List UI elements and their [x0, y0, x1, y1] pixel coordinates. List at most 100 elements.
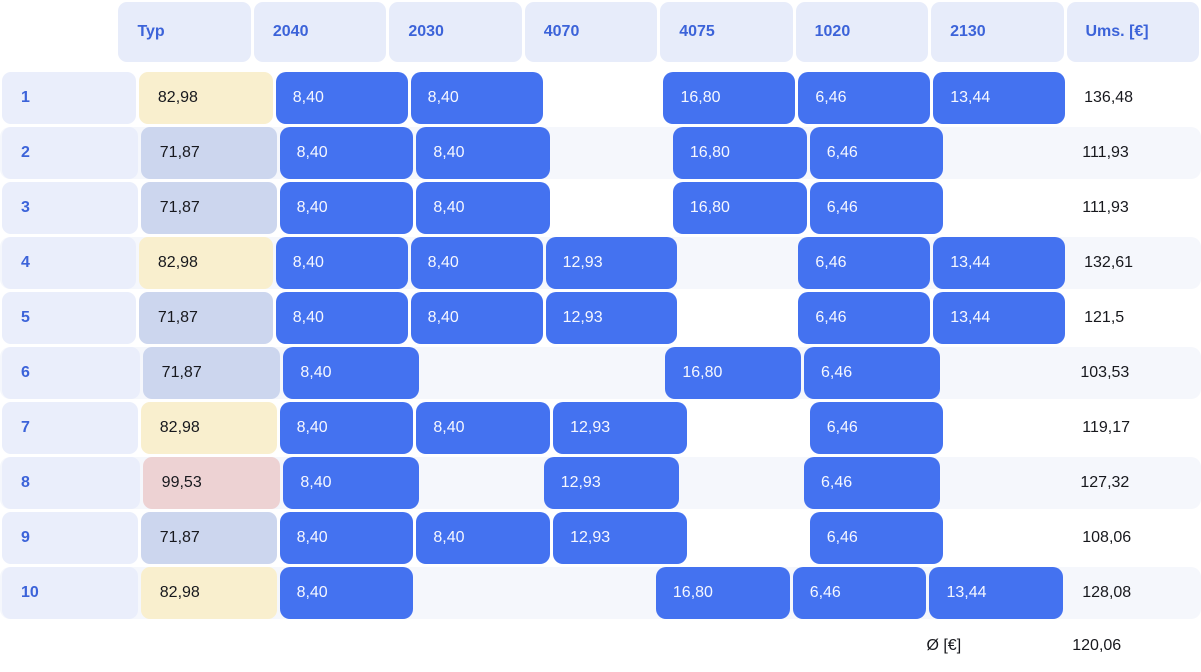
- empty-cell: [416, 567, 533, 619]
- value-pill[interactable]: 12,93: [543, 457, 680, 509]
- row-number: 6: [2, 347, 140, 399]
- empty-cell: [391, 622, 518, 670]
- typ-value-chip[interactable]: 82,98: [138, 72, 273, 124]
- table-row: 8 99,53 8,40 12,93 6,46 127,32: [0, 457, 1201, 509]
- row-total: 108,06: [1082, 529, 1132, 546]
- row-total: 103,53: [1080, 364, 1130, 381]
- row-number: 4: [2, 237, 136, 289]
- typ-value-chip[interactable]: 71,87: [140, 127, 277, 179]
- row-total: 136,48: [1084, 89, 1134, 106]
- empty-cell: [690, 512, 807, 564]
- value-pill[interactable]: 12,93: [545, 292, 678, 344]
- row-total: 127,32: [1080, 474, 1130, 491]
- value-pill[interactable]: 6,46: [798, 72, 931, 124]
- typ-value-chip[interactable]: 99,53: [142, 457, 281, 509]
- value-pill[interactable]: 12,93: [545, 237, 678, 289]
- value-pill[interactable]: 8,40: [275, 72, 408, 124]
- value-pill[interactable]: 6,46: [809, 512, 944, 564]
- empty-cell: [422, 457, 541, 509]
- value-pill[interactable]: 16,80: [655, 567, 790, 619]
- value-pill[interactable]: 8,40: [410, 237, 543, 289]
- value-pill[interactable]: 6,46: [804, 347, 940, 399]
- empty-cell: [422, 347, 541, 399]
- empty-cell: [262, 622, 389, 670]
- value-pill[interactable]: 8,40: [416, 402, 551, 454]
- row-number: 3: [2, 182, 138, 234]
- value-pill[interactable]: 8,40: [283, 347, 420, 399]
- typ-value-chip[interactable]: 82,98: [138, 237, 273, 289]
- table-row: 7 82,98 8,40 8,40 12,93 6,46 119,17: [0, 402, 1201, 454]
- row-number: 8: [2, 457, 140, 509]
- column-header-4075[interactable]: 4075: [660, 2, 793, 62]
- value-pill[interactable]: 12,93: [553, 402, 687, 454]
- value-pill[interactable]: 16,80: [672, 182, 807, 234]
- value-pill[interactable]: 8,40: [275, 292, 408, 344]
- value-pill[interactable]: 6,46: [798, 237, 931, 289]
- column-header-4070[interactable]: 4070: [524, 2, 658, 62]
- column-header-typ[interactable]: Typ: [118, 2, 251, 62]
- value-pill[interactable]: 13,44: [933, 237, 1066, 289]
- table-row: 5 71,87 8,40 8,40 12,93 6,46 13,44 121,5: [0, 292, 1201, 344]
- value-pill[interactable]: 8,40: [279, 127, 414, 179]
- value-pill[interactable]: 8,40: [279, 402, 414, 454]
- row-total: 132,61: [1084, 254, 1134, 271]
- value-pill[interactable]: 6,46: [809, 402, 944, 454]
- empty-cell: [132, 622, 259, 670]
- typ-value-chip[interactable]: 82,98: [140, 567, 277, 619]
- value-pill[interactable]: 8,40: [410, 72, 543, 124]
- empty-cell: [680, 237, 795, 289]
- row-total: 111,93: [1082, 199, 1129, 216]
- value-pill[interactable]: 16,80: [663, 72, 796, 124]
- value-pill[interactable]: 16,80: [665, 347, 802, 399]
- typ-value-chip[interactable]: 71,87: [140, 512, 277, 564]
- row-number: 7: [2, 402, 138, 454]
- value-pill[interactable]: 6,46: [798, 292, 931, 344]
- value-pill[interactable]: 13,44: [933, 292, 1066, 344]
- empty-cell: [946, 512, 1063, 564]
- value-pill[interactable]: 8,40: [279, 512, 414, 564]
- row-number: 10: [2, 567, 138, 619]
- empty-cell: [553, 182, 670, 234]
- value-pill[interactable]: 8,40: [416, 127, 551, 179]
- typ-value-chip[interactable]: 82,98: [140, 402, 277, 454]
- column-header-2030[interactable]: 2030: [389, 2, 522, 62]
- typ-value-chip[interactable]: 71,87: [140, 182, 277, 234]
- empty-cell: [946, 182, 1063, 234]
- empty-cell: [2, 622, 129, 670]
- value-pill[interactable]: 6,46: [809, 127, 944, 179]
- empty-cell: [553, 127, 670, 179]
- row-number: 9: [2, 512, 138, 564]
- table-row: 9 71,87 8,40 8,40 12,93 6,46 108,06: [0, 512, 1201, 564]
- row-number: 2: [2, 127, 138, 179]
- empty-cell: [680, 292, 795, 344]
- value-pill[interactable]: 8,40: [416, 182, 551, 234]
- value-pill[interactable]: 6,46: [792, 567, 927, 619]
- value-pill[interactable]: 8,40: [416, 512, 551, 564]
- typ-value-chip[interactable]: 71,87: [142, 347, 281, 399]
- column-header-2040[interactable]: 2040: [253, 2, 387, 62]
- row-number: 1: [2, 72, 136, 124]
- value-pill[interactable]: 8,40: [410, 292, 543, 344]
- value-pill[interactable]: 6,46: [809, 182, 944, 234]
- empty-cell: [781, 622, 908, 670]
- value-pill[interactable]: 8,40: [275, 237, 408, 289]
- value-pill[interactable]: 16,80: [672, 127, 807, 179]
- value-pill[interactable]: 8,40: [279, 567, 414, 619]
- value-pill[interactable]: 13,44: [933, 72, 1066, 124]
- typ-value-chip[interactable]: 71,87: [138, 292, 273, 344]
- table-row: 1 82,98 8,40 8,40 16,80 6,46 13,44 136,48: [0, 72, 1201, 124]
- value-pill[interactable]: 13,44: [929, 567, 1064, 619]
- value-pill[interactable]: 8,40: [283, 457, 420, 509]
- column-header-ums[interactable]: Ums. [€]: [1066, 2, 1199, 62]
- column-header-2130[interactable]: 2130: [931, 2, 1064, 62]
- empty-cell: [521, 622, 648, 670]
- empty-cell: [536, 567, 653, 619]
- value-pill[interactable]: 6,46: [804, 457, 940, 509]
- footer-row: Ø [€] 120,06: [0, 622, 1201, 670]
- empty-cell: [943, 347, 1062, 399]
- empty-cell: [946, 402, 1063, 454]
- column-header-1020[interactable]: 1020: [795, 2, 929, 62]
- value-pill[interactable]: 12,93: [553, 512, 687, 564]
- value-pill[interactable]: 8,40: [279, 182, 414, 234]
